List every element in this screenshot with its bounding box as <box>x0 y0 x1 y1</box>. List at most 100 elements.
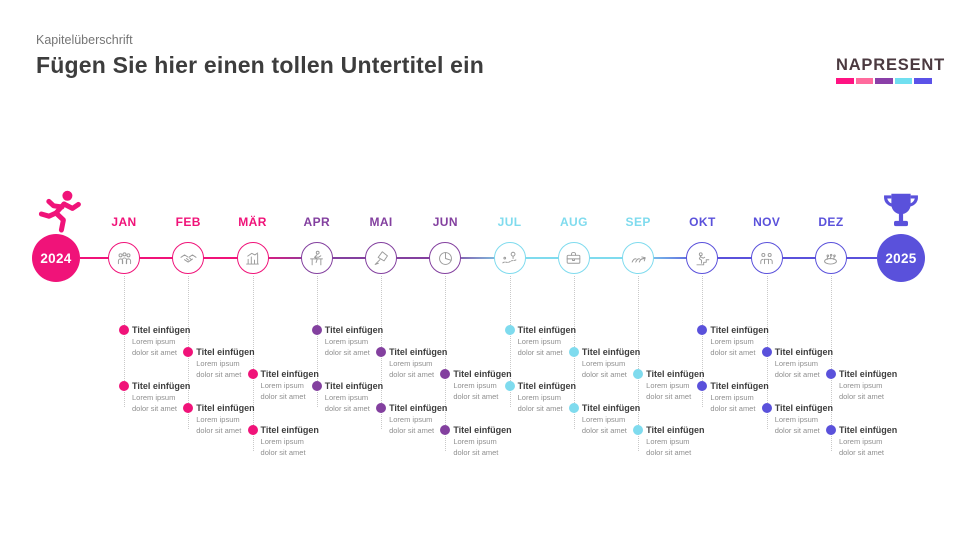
entry-title: Titel einfügen <box>196 403 255 413</box>
briefcase-icon <box>564 249 583 268</box>
timeline-entry: Titel einfügen Lorem ipsum dolor sit amet <box>247 369 319 402</box>
month-node-dez <box>814 242 847 274</box>
entry-body-line1: Lorem ipsum <box>132 337 176 346</box>
entry-title: Titel einfügen <box>324 325 384 335</box>
month-label-mär: MÄR <box>238 215 267 229</box>
entry-body-line2: dolor sit amet <box>453 447 499 457</box>
entry-body-line2: dolor sit amet <box>517 347 563 357</box>
entry-bullet <box>376 347 387 357</box>
timeline-entry: Titel einfügen Lorem ipsum dolor sit amet <box>761 403 833 436</box>
entry-body-line1: Lorem ipsum <box>196 359 240 368</box>
month-node-jan <box>108 242 140 274</box>
entry-bullet <box>825 369 836 379</box>
timeline-entry: Titel einfügen Lorem ipsum dolor sit amet <box>311 381 384 414</box>
entry-body-line2: dolor sit amet <box>838 391 884 401</box>
map-route-icon <box>500 249 519 268</box>
entry-body-line2: dolor sit amet <box>646 447 692 457</box>
timeline-entry: Titel einfügen Lorem ipsum dolor sit amet <box>504 325 576 358</box>
timeline-entry: Titel einfügen Lorem ipsum dolor sit amet <box>247 425 319 458</box>
entry-body-line2: dolor sit amet <box>710 403 756 413</box>
entry-body-line2: dolor sit amet <box>517 403 563 413</box>
entry-title: Titel einfügen <box>581 347 641 357</box>
entry-title: Titel einfügen <box>646 425 705 435</box>
timeline-entry: Titel einfügen Lorem ipsum dolor sit amet <box>761 347 834 380</box>
entry-body-line2: dolor sit amet <box>581 369 627 379</box>
entry-title: Titel einfügen <box>132 325 191 335</box>
entry-bullet <box>247 425 258 435</box>
month-label-jul: JUL <box>497 215 522 229</box>
entry-bullet <box>311 325 322 335</box>
timeline-entry: Titel einfügen Lorem ipsum dolor sit amet <box>183 403 255 436</box>
entry-body-line2: dolor sit amet <box>324 403 370 413</box>
meeting-icon <box>757 249 776 268</box>
entry-bullet <box>825 425 836 435</box>
timeline-entry: Titel einfügen Lorem ipsum dolor sit amet <box>825 369 897 402</box>
entry-body-line2: dolor sit amet <box>132 403 178 413</box>
entry-body-line1: Lorem ipsum <box>838 381 883 390</box>
entry-bullet <box>504 325 515 335</box>
entry-title: Titel einfügen <box>132 381 191 391</box>
entry-title: Titel einfügen <box>646 369 705 379</box>
entry-bullet <box>183 347 194 357</box>
month-connector-line <box>509 276 511 407</box>
entry-body-line2: dolor sit amet <box>389 369 435 379</box>
entry-body-line2: dolor sit amet <box>389 425 435 435</box>
month-label-jun: JUN <box>432 215 458 229</box>
month-connector-line <box>445 276 447 451</box>
entry-bullet <box>697 381 708 391</box>
chapter-heading: Kapitelüberschrift <box>36 33 133 47</box>
month-label-apr: APR <box>303 215 331 229</box>
entry-bullet <box>568 347 579 357</box>
timeline-entry: Titel einfügen Lorem ipsum dolor sit amet <box>633 425 705 458</box>
entry-body-line1: Lorem ipsum <box>581 359 626 368</box>
entry-body-line1: Lorem ipsum <box>453 381 497 390</box>
entry-title: Titel einfügen <box>389 347 448 357</box>
timeline-entry: Titel einfügen Lorem ipsum dolor sit amet <box>633 369 705 402</box>
entry-body-line1: Lorem ipsum <box>132 393 176 402</box>
entry-bullet <box>440 425 451 435</box>
year-start-badge: 2024 <box>32 234 80 282</box>
month-connector-line <box>702 276 704 407</box>
brand-logo: NAPRESENT <box>836 56 944 84</box>
entry-title: Titel einfügen <box>453 425 512 435</box>
entry-bullet <box>633 425 644 435</box>
entry-bullet <box>247 369 258 379</box>
month-label-sep: SEP <box>625 215 651 229</box>
entry-bullet <box>633 369 644 379</box>
timeline-entry: Titel einfügen Lorem ipsum dolor sit amet <box>697 325 769 358</box>
entry-body-line2: dolor sit amet <box>774 369 820 379</box>
trophy-icon <box>880 190 922 236</box>
entry-title: Titel einfügen <box>517 381 576 391</box>
timeline-line <box>80 257 877 259</box>
month-node-sep <box>622 242 655 274</box>
timeline-entry: Titel einfügen Lorem ipsum dolor sit amet <box>311 325 384 358</box>
timeline-entry: Titel einfügen Lorem ipsum dolor sit amet <box>183 347 255 380</box>
entry-title: Titel einfügen <box>389 403 448 413</box>
month-label-jan: JAN <box>111 215 137 229</box>
entry-body-line1: Lorem ipsum <box>324 337 369 346</box>
brand-logo-bar-4 <box>894 78 912 84</box>
entry-body-line1: Lorem ipsum <box>646 437 690 446</box>
entry-bullet <box>183 403 194 413</box>
entry-body-line1: Lorem ipsum <box>324 393 369 402</box>
timeline-entry: Titel einfügen Lorem ipsum dolor sit amet <box>504 381 576 414</box>
entry-body-line1: Lorem ipsum <box>646 381 690 390</box>
entry-title: Titel einfügen <box>581 403 641 413</box>
month-connector-line <box>638 276 640 451</box>
entry-title: Titel einfügen <box>517 325 576 335</box>
entry-body-line1: Lorem ipsum <box>389 415 433 424</box>
timeline-entry: Titel einfügen Lorem ipsum dolor sit amet <box>568 347 641 380</box>
month-label-mai: MAI <box>369 215 393 229</box>
entry-title: Titel einfügen <box>324 381 384 391</box>
entry-body-line2: dolor sit amet <box>324 347 370 357</box>
month-label-okt: OKT <box>689 215 716 229</box>
timeline-entry: Titel einfügen Lorem ipsum dolor sit amet <box>825 425 897 458</box>
celebration-icon <box>821 249 840 268</box>
entry-title: Titel einfügen <box>774 347 834 357</box>
month-connector-line <box>830 276 832 451</box>
timeline-entry: Titel einfügen Lorem ipsum dolor sit amet <box>440 369 512 402</box>
month-connector-line <box>252 276 254 451</box>
entry-body-line1: Lorem ipsum <box>710 393 754 402</box>
month-node-okt <box>686 242 719 274</box>
